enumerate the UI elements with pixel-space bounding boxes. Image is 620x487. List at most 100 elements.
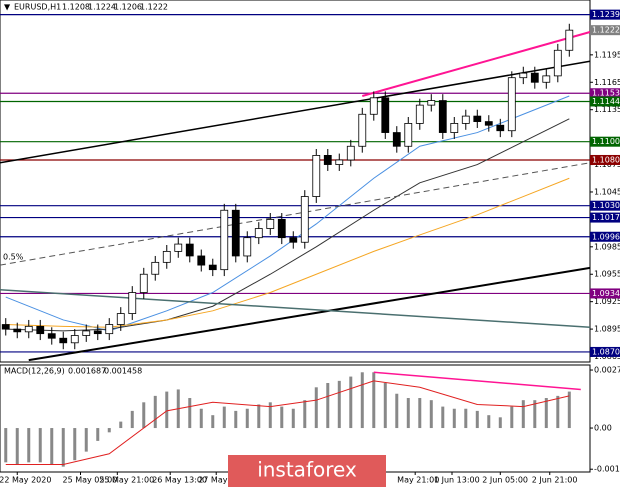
candle-body [542,75,551,83]
macd-pane [0,364,591,473]
x-tick-label: 25 May 21:00 [99,476,154,485]
candle-body [1,324,10,330]
candle-body [404,123,413,147]
candle-body [82,330,91,336]
y-tick-label: 1.1165 [594,78,620,87]
candle-body [231,209,240,257]
candle-body [162,250,171,263]
candle-body [93,330,102,335]
watermark-box [228,455,386,487]
candle-body [185,243,194,257]
trendline [0,60,591,164]
level-label-box [590,288,620,299]
candle-body [438,100,447,133]
candle-body [323,155,332,165]
symbol: EURUSD,H1 [14,3,61,12]
open: 1.1208 [62,3,90,12]
candle-body [24,325,33,333]
candle-body [220,209,229,271]
candle-body [243,237,252,257]
low: 1.1206 [114,3,142,12]
macd-trendline [373,371,581,391]
y-tick-label: 1.0955 [594,270,620,279]
high: 1.1224 [88,3,116,12]
candle-body [277,218,286,239]
level-label: 1.0996 [592,232,620,241]
y-tick-label: 1.0985 [594,242,620,251]
annotation: 0.5% [3,253,24,262]
candle-body [519,72,528,79]
candle-body [208,264,217,271]
candle-body [450,123,459,133]
candle-body [335,159,344,165]
level-label: 1.1100 [592,137,620,146]
trendline [28,266,591,362]
watermark-text: instaforex [257,458,357,482]
header: ▼ EURUSD,H1 1.1208 1.1224 1.1206 1.1222 [4,3,168,12]
moving-average [5,118,570,332]
y-tick-label: 1.1045 [594,187,620,196]
macd-y-tick-label: -0.00192 [594,465,620,474]
macd-signal [5,380,570,465]
candle-body [415,104,424,124]
candle-body [116,313,125,325]
candle-body [461,115,470,124]
y-tick-label: 1.0895 [594,325,620,334]
level-label: 1.1017 [592,213,620,222]
candle-body [174,243,183,252]
candle-body [358,113,367,147]
candle-body [197,255,206,266]
header-arrow: ▼ [4,3,11,12]
macd-y-tick-label: 0.00 [594,424,612,433]
candle-body [496,124,505,132]
macd-title: MACD(12,26,9) [4,367,65,376]
x-tick-label: May 21:00 [397,476,439,485]
candle-body [381,97,390,133]
grid [0,14,590,353]
y-tick-label: 1.1135 [594,105,620,114]
level-label: 1.1144 [592,97,620,106]
watermark: instaforex [228,455,386,487]
x-tick-label: 2 Jun 21:00 [532,476,578,485]
level-label-box [590,88,620,99]
candle-body [530,72,539,83]
candle-body [254,228,263,239]
candle-body [565,29,574,51]
price-tag: 1.1222 [592,26,620,35]
x-tick-label: 25 May 05:00 [63,476,118,485]
level-label-box [590,212,620,223]
level-label-box [590,346,620,357]
level-label: 1.1030 [592,201,620,210]
level-label-box [590,9,620,20]
x-tick-label: 2 Jun 05:00 [482,476,528,485]
axis: 1.11951.11651.11351.10751.10451.09851.09… [0,9,620,485]
y-tick-label: 1.1195 [594,50,620,59]
candle-body [507,77,516,132]
candle-body [47,333,56,339]
trendline [0,289,591,329]
plot [0,23,591,467]
trendline [362,31,591,97]
x-tick-label: 1 Jun 13:00 [434,476,480,485]
candle-body [128,292,137,314]
candle-body [139,273,148,293]
x-tick-label: 27 May 05: [198,476,243,485]
candle-body [13,328,22,333]
price-tag-box [590,25,620,36]
candle-body [151,261,160,275]
candle-body [312,155,321,197]
x-tick-label: 22 May 2020 [0,476,51,485]
candle-body [59,337,68,344]
level-label-box [590,136,620,147]
candle-body [105,324,114,335]
candle-body [369,97,378,115]
candle-body [553,49,562,77]
level-label: 1.0870 [592,347,620,356]
x-tick-label: 26 May 13:00 [152,476,207,485]
macd-main: 0.001687 [68,367,106,376]
candle-body [289,237,298,243]
y-tick-label: 1.0925 [594,297,620,306]
main-pane [0,0,591,363]
level-label-box [590,154,620,165]
